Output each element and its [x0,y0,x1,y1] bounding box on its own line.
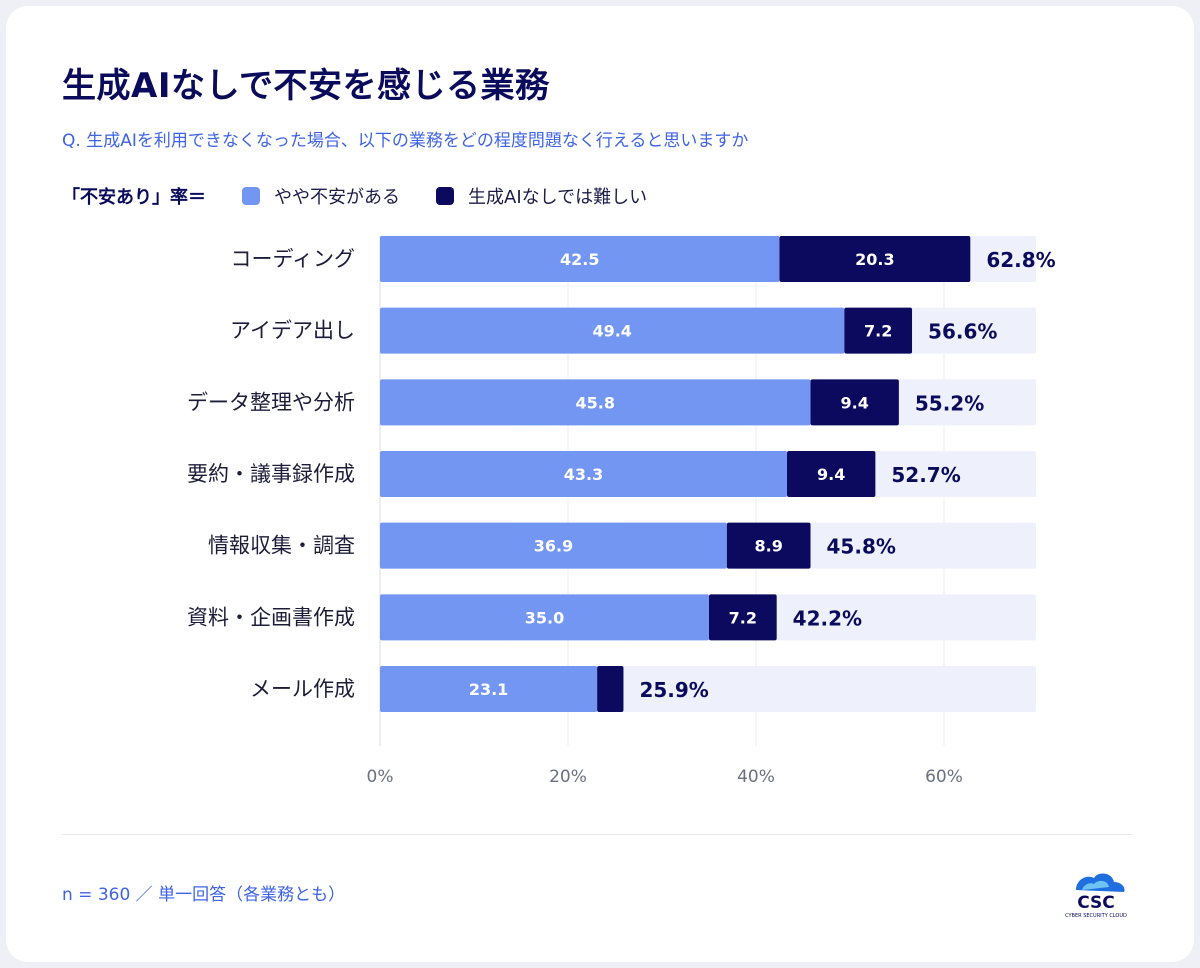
bar-segment-dark [709,594,777,641]
bar-segment-dark [597,666,624,713]
category-label: アイデア出し [230,319,355,343]
category-label: 資料・企画書作成 [187,605,355,629]
survey-question: Q. 生成AIを利用できなくなった場合、以下の業務をどの程度問題なく行えると思い… [62,131,749,151]
x-tick-label: 60% [925,767,963,787]
legend-swatch-light [242,187,260,205]
total-label: 25.9% [639,678,708,702]
bar-segment-light [380,594,709,641]
category-label: コーディング [230,247,355,271]
total-label: 62.8% [986,248,1055,272]
x-tick-label: 20% [549,767,587,787]
bar-segment-dark [787,451,876,498]
data-label: 45.8 [576,393,615,412]
data-label: 36.9 [534,537,573,556]
legend-label-light: やや不安がある [274,187,400,208]
total-label: 42.2% [793,606,862,630]
bar-segment-light [380,307,845,354]
bar-segment-dark [810,379,899,426]
svg-text:CSC: CSC [1077,893,1115,913]
total-label: 55.2% [915,391,984,415]
data-label: 7.2 [864,322,892,341]
bar-segment-light [380,236,780,282]
data-label: 20.3 [855,250,894,269]
data-label: 7.2 [729,608,757,627]
x-tick-label: 40% [737,767,775,787]
footer-divider [62,834,1132,835]
bar-segment-dark [726,522,811,569]
data-label: 8.9 [755,537,783,556]
bar-segment-dark [779,236,971,282]
data-label: 9.4 [841,393,869,412]
total-label: 52.7% [891,463,960,487]
data-label: 49.4 [592,322,631,341]
category-label: データ整理や分析 [187,390,355,414]
legend-prefix: 「不安あり」率＝ [62,187,206,208]
data-label: 9.4 [817,465,845,484]
bar-segment-dark [844,307,913,354]
legend-swatch-dark [436,187,454,205]
bar-segment-light [380,666,598,713]
chart-title: 生成AIなしで不安を感じる業務 [62,66,550,106]
x-tick-label: 0% [367,767,394,787]
csc-logo: CSC CYBER SECURITY CLOUD [1065,873,1127,919]
bar-segment-light [380,522,727,569]
data-label: 35.0 [525,608,564,627]
category-label: メール作成 [250,677,355,701]
legend-label-dark: 生成AIなしでは難しい [468,187,648,208]
category-label: 要約・議事録作成 [187,462,355,486]
data-label: 23.1 [469,680,508,699]
data-label: 42.5 [560,250,599,269]
bar-chart: 0% 20% 40% 60% コーディング 42.5 20.3 62.8% アイデア出し 49.4… [187,236,1056,787]
category-label: 情報収集・調査 [208,534,355,558]
total-label: 45.8% [827,535,896,559]
bar-segment-light [380,379,811,426]
footnote: n = 360 ／ 単一回答（各業務とも） [62,885,346,905]
data-label: 43.3 [564,465,603,484]
legend: 「不安あり」率＝ やや不安がある 生成AIなしでは難しい [62,183,683,209]
total-label: 56.6% [928,320,997,344]
bar-segment-light [380,451,788,498]
svg-text:CYBER SECURITY CLOUD: CYBER SECURITY CLOUD [1065,913,1127,919]
